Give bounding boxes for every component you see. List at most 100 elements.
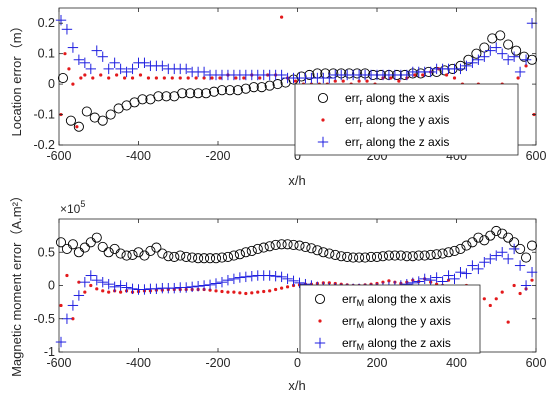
data-point-plus bbox=[85, 270, 96, 281]
data-point-plus bbox=[461, 60, 472, 72]
data-point-plus bbox=[181, 63, 192, 75]
x-tick-label: -600 bbox=[46, 356, 71, 370]
legend-box-location bbox=[294, 83, 519, 156]
data-point-plus bbox=[467, 260, 478, 271]
data-point-dot bbox=[524, 64, 528, 68]
data-point-dot bbox=[262, 289, 266, 294]
data-point-circle bbox=[318, 247, 329, 258]
data-point-plus bbox=[508, 51, 520, 62]
data-point-plus bbox=[204, 279, 216, 291]
data-point-circle bbox=[389, 250, 400, 261]
data-point-circle bbox=[348, 252, 359, 263]
data-point-dot bbox=[162, 76, 166, 80]
data-point-circle bbox=[201, 88, 212, 99]
data-point-circle bbox=[127, 249, 138, 260]
data-point-dot bbox=[238, 291, 242, 295]
data-point-circle bbox=[175, 250, 186, 261]
data-point-dot bbox=[256, 290, 260, 294]
data-point-dot bbox=[258, 76, 262, 80]
data-point-dot bbox=[500, 290, 504, 294]
data-point-dot bbox=[444, 73, 449, 77]
data-point-dot bbox=[115, 73, 119, 77]
data-point-circle bbox=[216, 85, 228, 96]
data-point-circle bbox=[246, 245, 257, 256]
data-point-dot bbox=[285, 285, 290, 289]
legend-label: errM along the z axis bbox=[342, 336, 451, 352]
data-point-plus bbox=[139, 57, 150, 68]
data-point-dot bbox=[365, 79, 369, 83]
legend-entry: errr along the z axis bbox=[317, 135, 449, 151]
data-point-circle bbox=[258, 242, 269, 253]
x-tick-label: -200 bbox=[205, 356, 230, 370]
data-point-dot bbox=[83, 290, 87, 294]
data-point-circle bbox=[365, 251, 377, 262]
data-point-dot bbox=[71, 82, 75, 86]
data-point-plus bbox=[121, 282, 132, 293]
legend-entry: errr along the y axis bbox=[321, 113, 449, 129]
data-point-circle bbox=[97, 115, 108, 126]
y-axis-label-location: Location error（m） bbox=[9, 19, 24, 136]
x-tick-label: -400 bbox=[126, 356, 151, 370]
data-point-circle bbox=[336, 251, 347, 262]
y-tick-label: -0.2 bbox=[33, 138, 55, 152]
data-point-dot bbox=[482, 297, 486, 301]
data-point-plus bbox=[127, 283, 138, 295]
data-point-dot bbox=[268, 289, 272, 293]
data-point-dot bbox=[83, 73, 87, 77]
data-point-dot bbox=[89, 283, 93, 288]
data-point-plus bbox=[282, 273, 293, 285]
data-point-plus bbox=[246, 270, 257, 282]
data-point-dot bbox=[518, 291, 522, 296]
data-point-circle bbox=[208, 86, 220, 97]
data-point-circle bbox=[103, 247, 114, 258]
data-point-dot bbox=[65, 273, 69, 278]
data-point-plus bbox=[449, 273, 460, 285]
data-point-circle bbox=[169, 251, 180, 262]
data-point-plus bbox=[288, 275, 299, 287]
data-point-dot bbox=[512, 283, 516, 288]
data-point-plus bbox=[79, 276, 91, 288]
data-point-dot bbox=[99, 73, 103, 77]
data-point-plus bbox=[222, 274, 234, 286]
data-point-circle bbox=[224, 85, 235, 96]
data-point-plus bbox=[479, 51, 490, 62]
data-point-circle bbox=[232, 85, 243, 96]
panel-magnetic-error: -600 -400 -200 0 200 400 600 -1 -0.5 0 0.5 Magneti… bbox=[9, 189, 546, 393]
ticks-magnetic: -600 -400 -200 0 200 400 600 -1 -0.5 0 0.5 bbox=[33, 219, 546, 370]
data-point-circle bbox=[401, 251, 412, 262]
data-point-circle bbox=[330, 249, 341, 260]
data-point-dot bbox=[71, 317, 75, 321]
data-point-dot bbox=[130, 76, 135, 80]
legend-location: errr along the x axis errr along the y ax… bbox=[294, 83, 519, 156]
x-tick-label: -200 bbox=[205, 149, 230, 163]
data-point-circle bbox=[288, 239, 299, 250]
data-point-dot bbox=[107, 76, 111, 80]
data-point-dot bbox=[327, 281, 331, 285]
data-point-plus bbox=[473, 263, 484, 275]
data-point-dot bbox=[387, 279, 391, 283]
data-point-circle bbox=[395, 250, 406, 261]
legend-marker-circle bbox=[317, 92, 329, 104]
data-point-plus bbox=[526, 267, 538, 278]
data-point-plus bbox=[425, 66, 436, 78]
data-point-plus bbox=[425, 274, 436, 286]
data-point-circle bbox=[79, 242, 90, 253]
data-point-plus bbox=[67, 42, 79, 53]
data-point-dot bbox=[75, 125, 79, 129]
legend-entry: errM along the x axis bbox=[314, 292, 451, 308]
series-plus bbox=[55, 14, 538, 84]
data-point-plus bbox=[234, 272, 246, 283]
data-point-circle bbox=[300, 241, 311, 252]
data-point-plus bbox=[103, 63, 114, 75]
data-point-circle bbox=[157, 248, 168, 259]
legend-entries-location: errr along the x axis errr along the y ax… bbox=[317, 91, 449, 151]
data-point-circle bbox=[115, 248, 126, 259]
y-tick-label: 0.5 bbox=[38, 245, 55, 259]
data-point-circle bbox=[294, 240, 305, 251]
x-tick-label: -600 bbox=[46, 149, 71, 163]
data-point-circle bbox=[491, 225, 502, 237]
data-point-plus bbox=[497, 247, 508, 258]
y-tick-label: 0.1 bbox=[38, 47, 55, 61]
data-point-dot bbox=[170, 76, 174, 80]
y-axis-label-magnetic: Magnetic moment error（A.m²） bbox=[9, 189, 24, 377]
